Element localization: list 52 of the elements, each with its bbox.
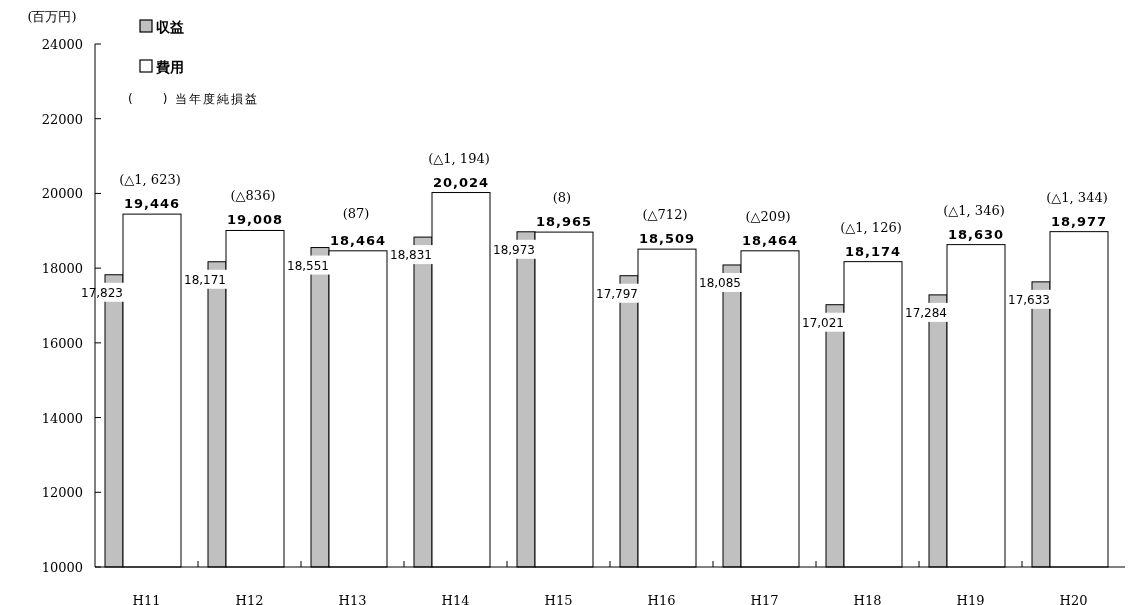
y-tick-label: 18000 bbox=[41, 261, 83, 277]
y-axis-title: (百万円) bbox=[27, 9, 77, 24]
data-label: 18,831 bbox=[390, 248, 432, 263]
data-label: 18,509 bbox=[638, 231, 696, 247]
legend-label: 収益 bbox=[156, 19, 184, 35]
x-tick-label: H12 bbox=[235, 593, 264, 605]
y-tick-label: 10000 bbox=[41, 560, 83, 575]
data-label: 20,024 bbox=[432, 174, 490, 190]
x-tick-label: H15 bbox=[544, 593, 573, 605]
data-label: 18,551 bbox=[287, 258, 329, 273]
annotation: (△712) bbox=[642, 207, 688, 223]
data-label: 18,085 bbox=[699, 275, 741, 290]
data-label: 17,021 bbox=[802, 315, 844, 330]
x-tick-label: H13 bbox=[338, 593, 367, 605]
annotation: (△1, 126) bbox=[840, 219, 902, 235]
annotation: (8) bbox=[552, 189, 572, 205]
data-label: 18,630 bbox=[947, 226, 1005, 242]
x-tick-label: H20 bbox=[1059, 593, 1088, 605]
data-label: 19,008 bbox=[226, 212, 284, 228]
y-tick-label: 16000 bbox=[41, 335, 83, 351]
data-label: 17,633 bbox=[1008, 292, 1050, 307]
x-tick-label: H14 bbox=[441, 593, 470, 605]
y-tick-label: 22000 bbox=[41, 111, 83, 127]
annotation: (△209) bbox=[745, 208, 791, 224]
x-tick-label: H16 bbox=[647, 593, 676, 605]
annotation: (87) bbox=[342, 205, 370, 221]
x-tick-label: H17 bbox=[750, 593, 779, 605]
data-label: 18,171 bbox=[184, 272, 226, 287]
data-label: 18,464 bbox=[741, 232, 799, 248]
data-label: 17,284 bbox=[905, 305, 947, 320]
annotation: (△1, 344) bbox=[1046, 189, 1108, 205]
data-label: 18,973 bbox=[493, 242, 535, 257]
data-label: 18,464 bbox=[329, 232, 387, 248]
y-tick-label: 12000 bbox=[41, 485, 83, 501]
annotation: (△1, 623) bbox=[119, 172, 181, 188]
y-tick-label: 14000 bbox=[41, 410, 83, 426]
data-label: 18,174 bbox=[844, 243, 902, 259]
legend-label: 費用 bbox=[155, 59, 184, 75]
annotation: (△1, 194) bbox=[428, 150, 490, 166]
annotation: ( ) 当年度純損益 bbox=[128, 92, 260, 106]
y-tick-label: 24000 bbox=[41, 37, 83, 52]
data-label: 18,977 bbox=[1050, 213, 1108, 229]
x-tick-label: H11 bbox=[132, 593, 161, 605]
annotation: (△1, 346) bbox=[943, 202, 1005, 218]
x-tick-label: H19 bbox=[956, 593, 985, 605]
data-label: 17,797 bbox=[596, 286, 638, 301]
data-label: 18,965 bbox=[535, 214, 593, 230]
x-tick-label: H18 bbox=[853, 593, 882, 605]
data-label: 19,446 bbox=[123, 196, 181, 212]
data-label: 17,823 bbox=[81, 285, 123, 300]
y-tick-label: 20000 bbox=[41, 186, 83, 202]
annotation: (△836) bbox=[230, 188, 276, 204]
